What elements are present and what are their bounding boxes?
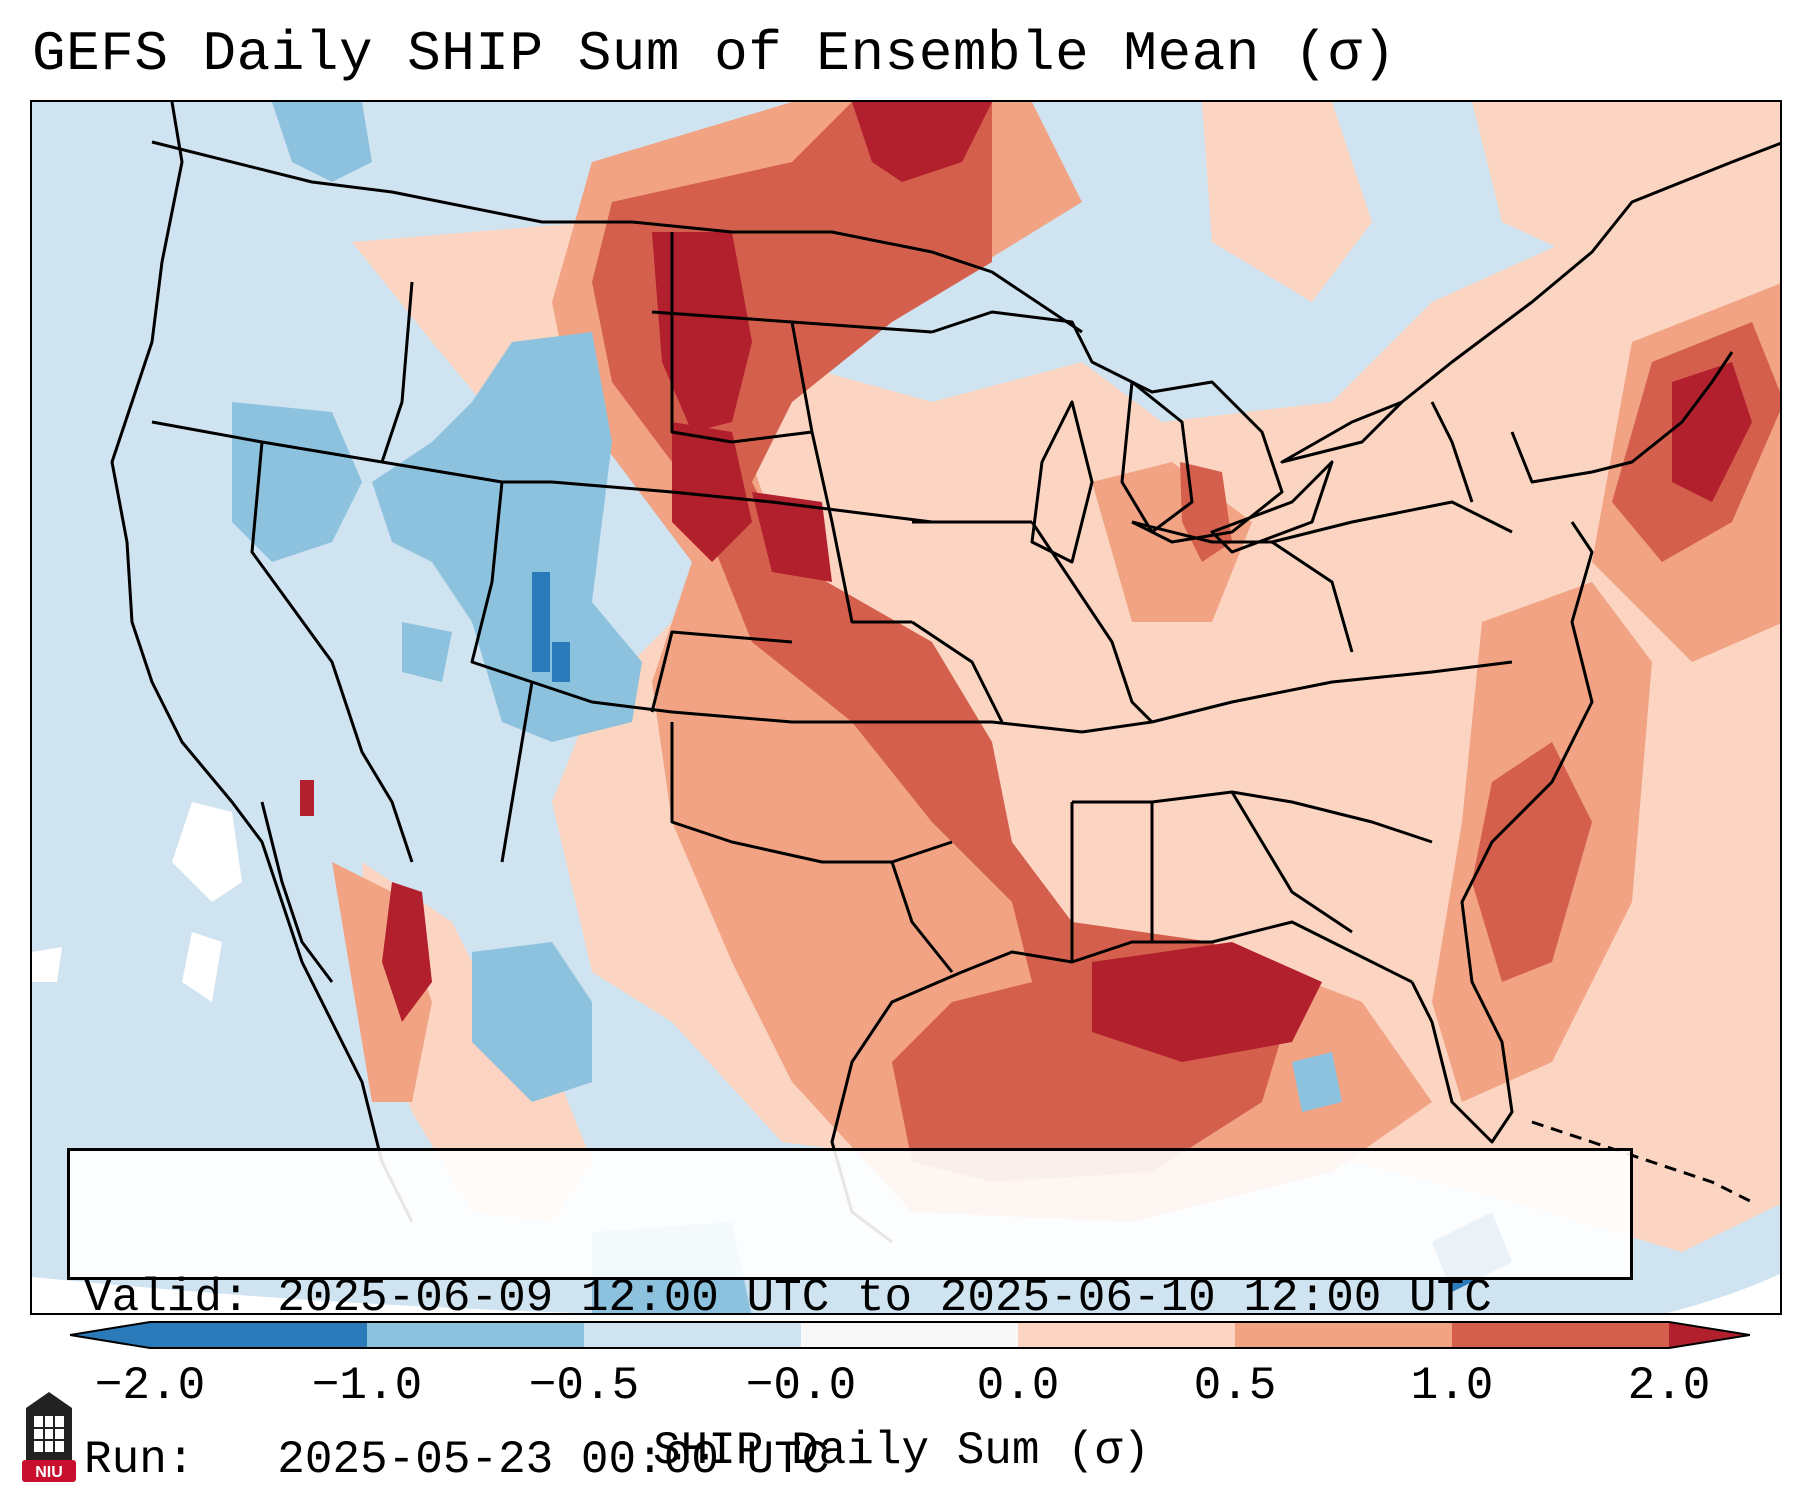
tick-label: −2.0 — [94, 1360, 206, 1412]
northeast-coastline — [1401, 141, 1780, 404]
east-coastline — [1410, 521, 1594, 1144]
map-title: GEFS Daily SHIP Sum of Ensemble Mean (σ) — [32, 22, 1397, 86]
us-canada-border — [151, 140, 1083, 334]
colorbar-ticks: −2.0 −1.0 −0.5 −0.0 0.0 0.5 1.0 2.0 — [0, 1360, 1803, 1420]
colorbar-label: SHIP Daily Sum (σ) — [653, 1425, 1150, 1477]
tick-label: 2.0 — [1627, 1360, 1711, 1412]
map-panel — [30, 100, 1782, 1315]
projection-edge-right — [1667, 1273, 1780, 1313]
gulf-coastline — [830, 920, 1413, 1244]
tick-label: 0.0 — [976, 1360, 1060, 1412]
ship-field-map — [32, 102, 1780, 1313]
projection-edge-left — [32, 1277, 580, 1313]
colorbar-seg-2 — [367, 1322, 584, 1348]
tick-label: 0.5 — [1193, 1360, 1277, 1412]
run-time-line: Run: 2025-05-23 00:00 UTC — [84, 1434, 830, 1486]
colorbar-seg-5 — [1018, 1322, 1235, 1348]
valid-time-line: Valid: 2025-06-09 12:00 UTC to 2025-06-1… — [84, 1272, 1492, 1324]
colorbar-seg-4 — [801, 1322, 1018, 1348]
colorbar — [70, 1321, 1750, 1349]
west-coastline — [110, 102, 414, 1223]
logo-text: NIU — [35, 1464, 63, 1481]
colorbar-extend-high — [1669, 1322, 1750, 1348]
colorbar-seg-1 — [150, 1322, 367, 1348]
tick-label: 1.0 — [1410, 1360, 1494, 1412]
valid-run-infobox: Valid: 2025-06-09 12:00 UTC to 2025-06-1… — [67, 1148, 1633, 1486]
tick-label: −1.0 — [311, 1360, 423, 1412]
colorbar-seg-6 — [1235, 1322, 1452, 1348]
field-level-2plus — [300, 102, 1752, 1062]
colorbar-seg-3 — [584, 1322, 801, 1348]
colorbar-extend-low — [70, 1322, 150, 1348]
niu-logo-icon: NIU — [22, 1392, 76, 1482]
tick-label: −0.5 — [528, 1360, 640, 1412]
political-boundaries — [110, 102, 1780, 1244]
field-level-zero — [32, 802, 242, 1002]
tick-label: −0.0 — [745, 1360, 857, 1412]
colorbar-seg-7 — [1452, 1322, 1669, 1348]
great-lakes-outline — [931, 310, 1284, 544]
